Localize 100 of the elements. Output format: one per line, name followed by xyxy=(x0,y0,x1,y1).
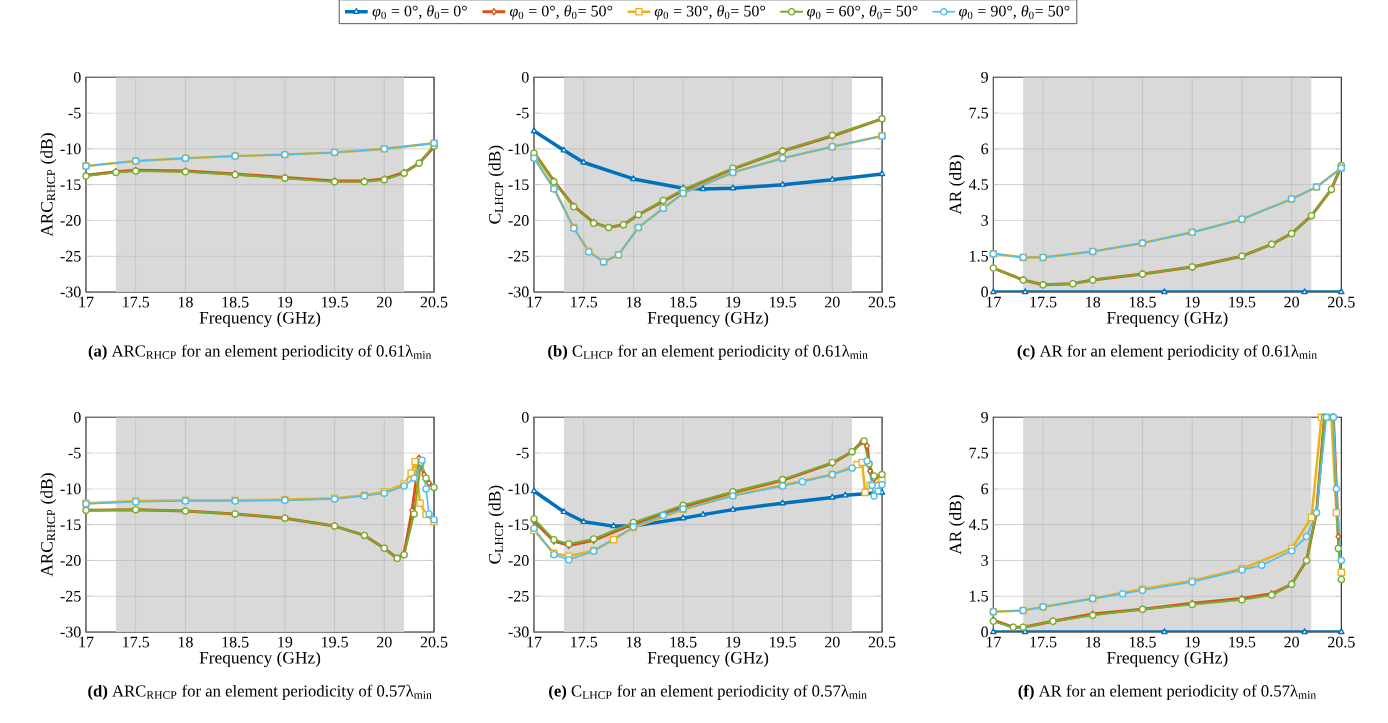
x-tick-label: 18.5 xyxy=(1129,636,1156,648)
x-tick-label: 18 xyxy=(1086,296,1101,308)
y-tick-label: 3 xyxy=(981,215,989,226)
x-tick-label: 19 xyxy=(1185,636,1200,648)
x-tick-label: 20 xyxy=(377,636,392,648)
text: (b) C$_{LHCP}$ for an element periodicity of 0.61λ$_{min}$ xyxy=(548,344,868,361)
x-tick-label: 20 xyxy=(825,296,840,308)
x-tick-label: 17.5 xyxy=(123,296,150,308)
text: (d) ARC$_{RHCP}$ for an element periodicity of 0.57λ$_{min}$ xyxy=(88,684,432,701)
x-tick-label: 19 xyxy=(726,296,741,308)
text: (e) C$_{LHCP}$ for an element periodicity of 0.57λ$_{min}$ xyxy=(549,684,867,701)
y-tick-label: -15 xyxy=(60,179,81,191)
y-tick-label: -5 xyxy=(516,447,529,459)
y-tick-label: -25 xyxy=(508,250,529,262)
y-tick-label: 0 xyxy=(73,411,81,423)
y-tick-label: 1.5 xyxy=(970,250,989,262)
x-tick-label: 19.5 xyxy=(321,636,348,648)
x-axis-title: Frequency (GHz) xyxy=(647,311,769,328)
x-tick-label: 18.5 xyxy=(670,296,697,308)
x-tick-label: 19.5 xyxy=(769,296,796,308)
x-tick-label: 20.5 xyxy=(1328,296,1355,308)
y-tick-label: -15 xyxy=(508,179,529,191)
x-tick-label: 18 xyxy=(1086,636,1101,648)
x-tick-label: 18 xyxy=(626,636,641,648)
y-tick-label: 0 xyxy=(981,286,989,298)
x-axis-title: Frequency (GHz) xyxy=(199,651,321,668)
x-tick-label: 18 xyxy=(626,296,641,308)
x-tick-label: 17 xyxy=(986,296,1001,308)
x-tick-label: 19.5 xyxy=(1229,636,1256,648)
y-tick-label: -20 xyxy=(508,215,529,226)
x-tick-label: 17.5 xyxy=(1030,296,1057,308)
y-tick-label: -20 xyxy=(60,215,81,226)
y-axis-title: C$_{LHCP}$ (dB) xyxy=(488,145,505,224)
y-tick-label: 0 xyxy=(521,71,529,83)
x-tick-label: 20 xyxy=(825,636,840,648)
y-tick-label: 0 xyxy=(73,71,81,83)
y-tick-label: -30 xyxy=(508,286,529,298)
y-tick-label: 6 xyxy=(981,483,989,495)
text: (c) AR for an element periodicity of 0.61λ$_{min}$ xyxy=(1017,344,1317,361)
y-tick-label: -10 xyxy=(60,483,81,495)
x-tick-label: 17.5 xyxy=(123,636,150,648)
x-tick-label: 19.5 xyxy=(321,296,348,308)
x-tick-label: 19.5 xyxy=(1229,296,1256,308)
x-tick-label: 19.5 xyxy=(769,636,796,648)
legend-label: φ$_{0}$ = 0°, θ$_{0}$= 50° xyxy=(509,5,613,20)
x-tick-label: 20 xyxy=(1284,636,1300,648)
y-tick-label: -15 xyxy=(508,519,529,531)
y-tick-label: 6 xyxy=(981,143,989,155)
x-tick-label: 20.5 xyxy=(868,296,896,308)
y-axis-title: AR (dB) xyxy=(949,495,965,555)
legend-label: φ$_{0}$ = 90°, θ$_{0}$= 50° xyxy=(959,5,1070,20)
y-tick-label: 3 xyxy=(981,555,989,566)
x-tick-label: 20.5 xyxy=(420,636,448,648)
y-tick-label: -30 xyxy=(508,626,529,638)
y-axis-title: C$_{LHCP}$ (dB) xyxy=(488,485,505,564)
x-tick-label: 17 xyxy=(527,636,542,648)
x-tick-label: 19 xyxy=(278,296,293,308)
x-tick-label: 19 xyxy=(1185,296,1200,308)
legend-label: φ$_{0}$ = 30°, θ$_{0}$= 50° xyxy=(654,5,766,20)
x-tick-label: 20 xyxy=(377,296,392,308)
x-tick-label: 18.5 xyxy=(222,296,249,308)
y-tick-label: 7.5 xyxy=(969,107,989,119)
x-tick-label: 17 xyxy=(986,636,1001,648)
x-tick-label: 17.5 xyxy=(1030,636,1057,648)
y-tick-label: -30 xyxy=(60,286,81,298)
x-tick-label: 20.5 xyxy=(420,296,448,308)
x-axis-title: Frequency (GHz) xyxy=(199,311,321,328)
y-tick-label: -10 xyxy=(60,143,81,155)
y-tick-label: -20 xyxy=(60,555,81,566)
y-tick-label: -25 xyxy=(508,590,529,602)
x-axis-title: Frequency (GHz) xyxy=(1106,651,1228,668)
y-axis-title: AR (dB) xyxy=(949,155,965,215)
y-axis-title: ARC$_{RHCP}$ (dB) xyxy=(40,473,57,577)
x-tick-label: 18.5 xyxy=(222,636,249,648)
y-tick-label: -10 xyxy=(508,483,529,495)
legend-label: φ$_{0}$ = 60°, θ$_{0}$= 50° xyxy=(807,5,918,20)
y-tick-label: -5 xyxy=(516,107,529,119)
y-tick-label: 9 xyxy=(981,71,988,83)
x-axis-title: Frequency (GHz) xyxy=(1106,311,1228,328)
y-tick-label: -20 xyxy=(508,555,529,566)
legend-label: φ$_{0}$ = 0°, θ$_{0}$= 0° xyxy=(372,5,467,20)
x-tick-label: 17 xyxy=(79,636,94,648)
y-tick-label: 0 xyxy=(981,626,989,638)
x-axis-title: Frequency (GHz) xyxy=(647,651,769,668)
x-tick-label: 18.5 xyxy=(1129,296,1156,308)
y-tick-label: -10 xyxy=(508,143,529,155)
y-tick-label: 0 xyxy=(521,411,529,423)
x-tick-label: 20.5 xyxy=(1328,636,1355,648)
text: (a) ARC$_{RHCP}$ for an element periodicity of 0.61λ$_{min}$ xyxy=(88,344,432,361)
x-tick-label: 17 xyxy=(79,296,94,308)
y-tick-label: -15 xyxy=(60,519,81,531)
x-tick-label: 18 xyxy=(178,636,193,648)
x-tick-label: 19 xyxy=(726,636,741,648)
y-tick-label: -30 xyxy=(60,626,81,638)
y-tick-label: -5 xyxy=(68,107,81,119)
y-tick-label: -25 xyxy=(60,590,81,602)
y-axis-title: ARC$_{RHCP}$ (dB) xyxy=(40,133,57,237)
x-tick-label: 17.5 xyxy=(571,296,598,308)
y-tick-label: 4.5 xyxy=(968,179,989,191)
x-tick-label: 18 xyxy=(178,296,193,308)
